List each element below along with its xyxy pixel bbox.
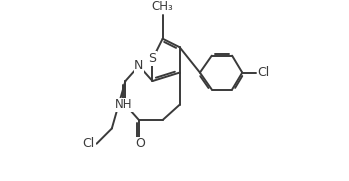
Text: CH₃: CH₃ (152, 0, 173, 13)
Text: Cl: Cl (258, 66, 270, 79)
Text: NH: NH (114, 98, 132, 111)
Text: N: N (134, 59, 144, 72)
Text: Cl: Cl (83, 137, 95, 150)
Text: S: S (148, 52, 156, 65)
Text: O: O (136, 137, 146, 150)
